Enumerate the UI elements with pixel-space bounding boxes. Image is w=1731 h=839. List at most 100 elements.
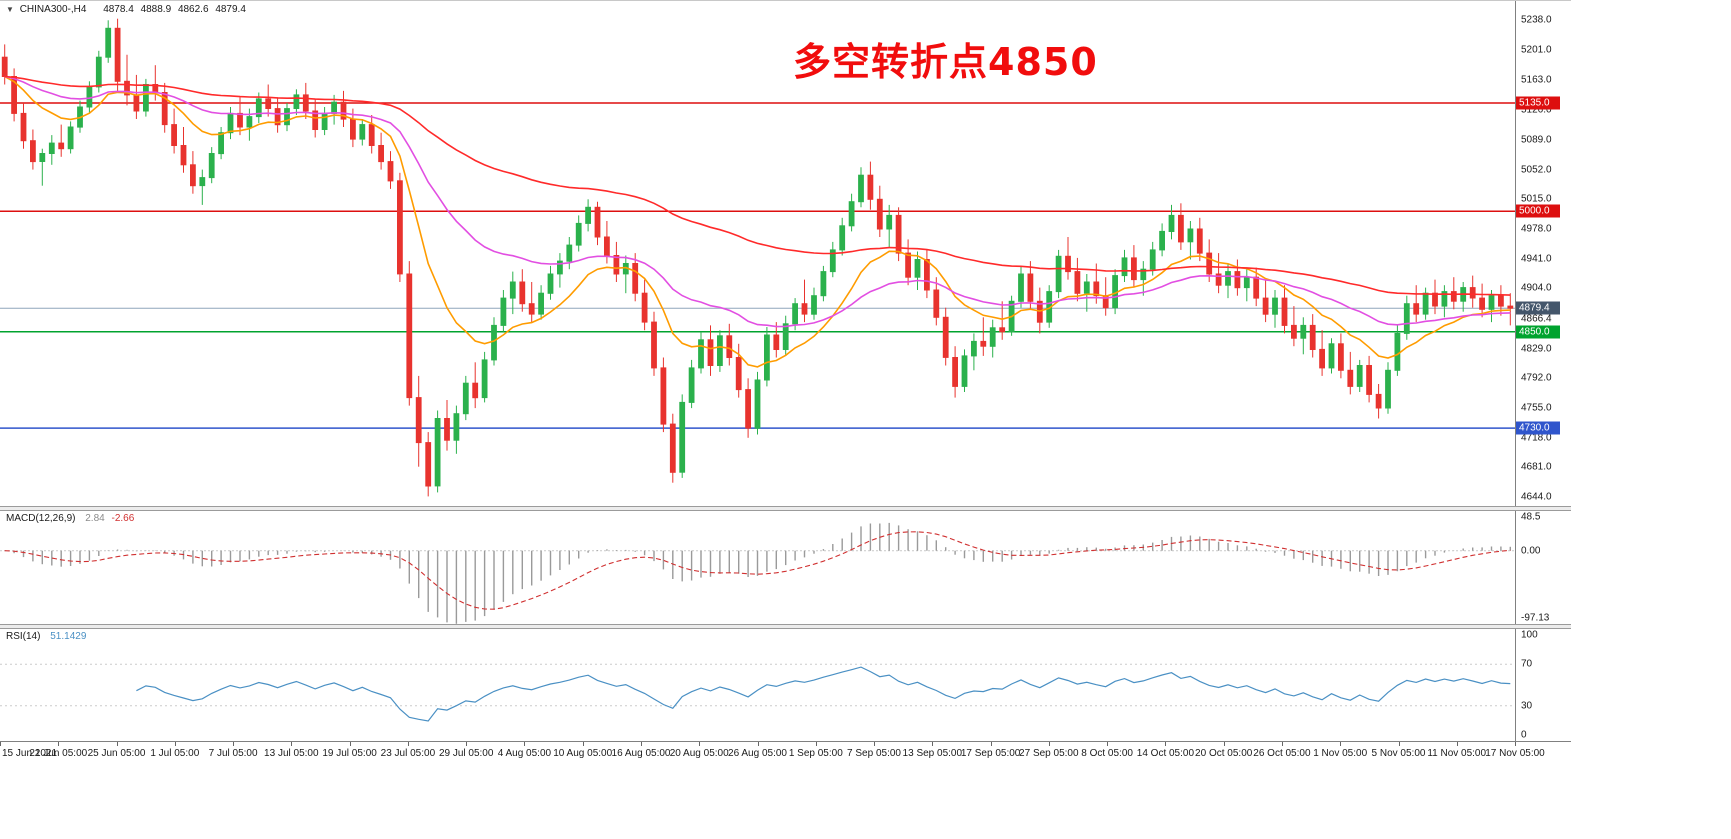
panel-splitter-1[interactable] xyxy=(0,506,1571,511)
price-tick-label: 4644.0 xyxy=(1521,491,1552,503)
time-tick xyxy=(1165,742,1167,746)
panel-splitter-2[interactable] xyxy=(0,624,1571,629)
price-chart-plot[interactable] xyxy=(0,1,1515,506)
time-label: 20 Oct 05:00 xyxy=(1195,748,1253,759)
macd-tick-label: 0.00 xyxy=(1521,545,1541,557)
time-label: 11 Nov 05:00 xyxy=(1427,748,1487,759)
time-tick xyxy=(291,742,293,746)
price-tick-label: 4755.0 xyxy=(1521,402,1552,414)
time-label: 1 Sep 05:00 xyxy=(788,748,843,759)
price-panel: 5238.0 5201.0 5163.0 5126.0 5089.0 5052.0 5015… xyxy=(0,1,1571,506)
macd-axis[interactable]: 48.5 0.00 -97.13 xyxy=(1515,511,1571,624)
time-tick xyxy=(174,742,176,746)
time-label: 27 Sep 05:00 xyxy=(1019,748,1079,759)
time-label: 17 Sep 05:00 xyxy=(960,748,1021,759)
rsi-panel: 100 70 30 0 RSI(14) 51.1429 xyxy=(0,629,1571,741)
price-tick-label: 4978.0 xyxy=(1521,223,1552,235)
time-tick xyxy=(815,742,817,746)
price-tick-label: 5052.0 xyxy=(1521,164,1552,176)
rsi-tick-label: 100 xyxy=(1521,629,1538,641)
rsi-axis[interactable]: 100 70 30 0 xyxy=(1515,629,1571,741)
time-label: 26 Oct 05:00 xyxy=(1253,748,1311,759)
time-tick xyxy=(233,742,235,746)
time-label: 14 Oct 05:00 xyxy=(1136,748,1195,759)
rsi-header: RSI(14) 51.1429 xyxy=(6,631,86,642)
symbol-collapse-icon[interactable]: ▼ xyxy=(6,5,14,14)
macd-plot[interactable] xyxy=(0,511,1515,624)
time-tick xyxy=(349,742,351,746)
macd-header: MACD(12,26,9) 2.84 -2.66 xyxy=(6,513,134,524)
macd-signal-line xyxy=(4,531,1511,610)
time-label: 26 Aug 05:00 xyxy=(728,748,787,759)
price-axis[interactable]: 5238.0 5201.0 5163.0 5126.0 5089.0 5052.0 5015… xyxy=(1515,1,1571,506)
time-tick xyxy=(1340,742,1342,746)
time-label: 29 Jul 05:00 xyxy=(438,748,494,759)
time-tick xyxy=(524,742,526,746)
price-tick-label: 4681.0 xyxy=(1521,461,1552,473)
time-tick xyxy=(0,742,1,746)
time-label: 8 Oct 05:00 xyxy=(1081,748,1133,759)
rsi-value: 51.1429 xyxy=(50,631,87,642)
rsi-title: RSI(14) xyxy=(6,631,41,642)
macd-histogram xyxy=(13,522,1512,624)
rsi-tick-label: 70 xyxy=(1521,658,1533,670)
time-tick xyxy=(757,742,759,746)
price-tick-label: 5089.0 xyxy=(1521,134,1552,146)
time-label: 21 Jun 05:00 xyxy=(29,748,88,759)
level-price-label: 4730.0 xyxy=(1516,421,1560,435)
ohlc-high: 4888.9 xyxy=(140,4,172,15)
time-tick xyxy=(641,742,642,746)
time-label: 13 Jul 05:00 xyxy=(264,748,319,759)
macd-title: MACD(12,26,9) xyxy=(6,513,76,524)
time-tick xyxy=(407,742,409,746)
price-tick-label: 5015.0 xyxy=(1521,193,1552,205)
price-tick-label: 4866.4 xyxy=(1521,313,1552,325)
time-tick xyxy=(1456,742,1458,746)
price-tick-label: 4941.0 xyxy=(1521,253,1552,265)
symbol-title: CHINA300-,H4 xyxy=(19,4,87,15)
candles-layer xyxy=(1,18,1514,497)
time-label: 10 Aug 05:00 xyxy=(553,748,613,759)
time-axis[interactable]: 15 Jun 2021 21 Jun 05:00 25 Jun 05:00 1 Jul… xyxy=(0,741,1571,764)
level-price-label: 5000.0 xyxy=(1516,204,1560,218)
time-label: 23 Jul 05:00 xyxy=(380,748,436,759)
chart-annotation-text: 多空转折点4850 xyxy=(793,40,1098,84)
time-tick xyxy=(1107,742,1109,746)
time-tick xyxy=(1223,742,1225,746)
time-tick xyxy=(1515,742,1516,746)
macd-tick-label: -97.13 xyxy=(1521,612,1550,624)
time-label: 4 Aug 05:00 xyxy=(497,748,552,759)
time-tick xyxy=(58,742,60,746)
rsi-tick-label: 0 xyxy=(1521,729,1527,741)
rsi-line xyxy=(136,666,1511,722)
ma-line-13 xyxy=(4,75,1511,368)
time-label: 15 Jun 2021 xyxy=(2,748,58,759)
macd-panel: 48.5 0.00 -97.13 MACD(12,26,9) 2.84 -2.66 xyxy=(0,511,1571,624)
time-tick xyxy=(932,742,934,746)
price-tick-label: 5163.0 xyxy=(1521,74,1552,86)
time-tick xyxy=(699,742,701,746)
time-tick xyxy=(116,742,118,746)
time-tick xyxy=(1048,742,1050,746)
price-tick-label: 5126.0 xyxy=(1521,104,1552,116)
level-price-label: 5135.0 xyxy=(1516,96,1560,110)
ma-line-34 xyxy=(4,75,1511,328)
ohlc-low: 4862.6 xyxy=(177,4,209,15)
current-price-label: 4879.4 xyxy=(1516,301,1560,315)
time-tick xyxy=(1281,742,1283,746)
symbol-header: ▼ CHINA300-,H4 4878.4 4888.9 4862.6 4879… xyxy=(6,4,246,15)
macd-value-main: 2.84 xyxy=(85,513,105,524)
time-label: 13 Sep 05:00 xyxy=(902,748,963,759)
price-tick-label: 5238.0 xyxy=(1521,14,1552,26)
level-price-label: 4850.0 xyxy=(1516,325,1560,339)
rsi-plot[interactable] xyxy=(0,629,1515,741)
time-label: 17 Nov 05:00 xyxy=(1485,748,1545,759)
price-tick-label: 4792.0 xyxy=(1521,372,1552,384)
time-tick xyxy=(990,742,992,746)
time-label: 5 Nov 05:00 xyxy=(1371,748,1426,759)
time-label: 16 Aug 05:00 xyxy=(611,748,671,759)
time-tick xyxy=(582,742,584,746)
ma-line-89 xyxy=(4,75,1511,296)
time-tick xyxy=(874,742,875,746)
